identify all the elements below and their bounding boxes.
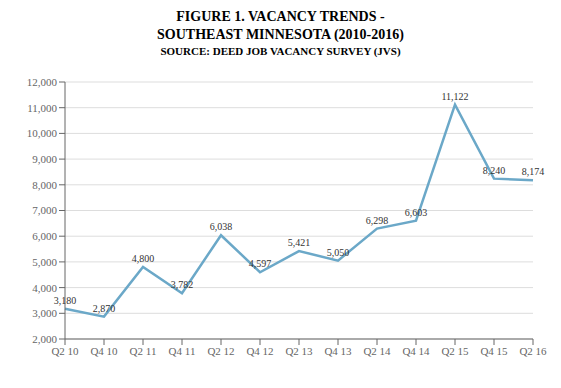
svg-text:Q2 11: Q2 11 bbox=[130, 345, 157, 357]
svg-text:6,603: 6,603 bbox=[405, 207, 428, 218]
svg-text:8,240: 8,240 bbox=[483, 165, 506, 176]
svg-text:12,000: 12,000 bbox=[27, 76, 58, 88]
svg-text:4,000: 4,000 bbox=[32, 282, 57, 294]
svg-text:8,174: 8,174 bbox=[522, 166, 545, 177]
svg-text:6,298: 6,298 bbox=[366, 215, 389, 226]
svg-text:6,000: 6,000 bbox=[32, 230, 57, 242]
html-text:SOURCE: DEED JOB VACANCY SURVE: SOURCE: DEED JOB VACANCY SURVEY (JVS) bbox=[160, 45, 401, 57]
svg-text:5,050: 5,050 bbox=[327, 247, 350, 258]
svg-text:5,421: 5,421 bbox=[288, 237, 311, 248]
svg-text:4,800: 4,800 bbox=[132, 253, 155, 264]
svg-text:9,000: 9,000 bbox=[32, 153, 57, 165]
svg-text:Q2 14: Q2 14 bbox=[363, 345, 391, 357]
svg-text:4,597: 4,597 bbox=[249, 258, 272, 269]
svg-text:3,180: 3,180 bbox=[54, 295, 77, 306]
html-text:SOUTHEAST MINNESOTA (2010-2016: SOUTHEAST MINNESOTA (2010-2016) bbox=[157, 27, 404, 42]
svg-text:Q4 14: Q4 14 bbox=[402, 345, 430, 357]
svg-text:3,000: 3,000 bbox=[32, 307, 57, 319]
svg-text:8,000: 8,000 bbox=[32, 179, 57, 191]
svg-text:Q2 10: Q2 10 bbox=[51, 345, 79, 357]
svg-text:5,000: 5,000 bbox=[32, 256, 57, 268]
svg-text:Q2 16: Q2 16 bbox=[519, 345, 547, 357]
svg-text:Q2 13: Q2 13 bbox=[285, 345, 313, 357]
html-text:FIGURE 1. VACANCY TRENDS -: FIGURE 1. VACANCY TRENDS - bbox=[176, 9, 385, 24]
svg-text:Q4 12: Q4 12 bbox=[246, 345, 273, 357]
svg-text:6,038: 6,038 bbox=[210, 221, 233, 232]
svg-text:2,870: 2,870 bbox=[93, 303, 116, 314]
svg-text:Q2 15: Q2 15 bbox=[441, 345, 469, 357]
svg-text:Q4 10: Q4 10 bbox=[90, 345, 118, 357]
svg-text:Q4 11: Q4 11 bbox=[169, 345, 196, 357]
svg-text:3,782: 3,782 bbox=[171, 279, 194, 290]
svg-text:Q2 12: Q2 12 bbox=[207, 345, 234, 357]
svg-text:7,000: 7,000 bbox=[32, 204, 57, 216]
svg-text:Q4 15: Q4 15 bbox=[480, 345, 508, 357]
svg-text:Q4 13: Q4 13 bbox=[324, 345, 352, 357]
svg-text:11,122: 11,122 bbox=[441, 91, 468, 102]
svg-text:10,000: 10,000 bbox=[27, 127, 58, 139]
svg-text:2,000: 2,000 bbox=[32, 333, 57, 345]
svg-text:11,000: 11,000 bbox=[27, 102, 57, 114]
